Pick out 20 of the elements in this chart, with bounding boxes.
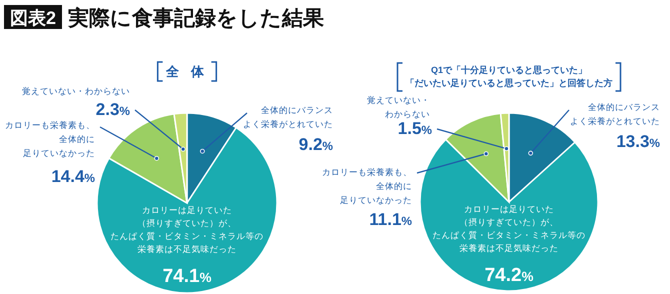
data-label: 1.5% [398, 119, 432, 138]
data-label: 74.1% [162, 266, 212, 287]
text: 図表2 [10, 8, 56, 28]
slice-label: 覚えていない・わからない [367, 95, 430, 119]
data-label: 13.3% [616, 132, 660, 151]
data-label: 2.3% [96, 100, 130, 119]
slice-label: カロリーも栄養素も、全体的に足りていなかった [322, 167, 412, 205]
data-label: 74.2% [484, 265, 534, 286]
slice-label: カロリーは足りていた（摂りすぎていた）が、たんぱく質・ビタミン・ミネラル等の栄養素は不足気味だった [110, 205, 264, 254]
data-label: 14.4% [51, 167, 96, 186]
data-label: 9.2% [298, 135, 334, 154]
data-label: 11.1% [369, 210, 412, 229]
chart-title: 全 体 [165, 64, 208, 79]
slice-label: 全体的にバランスよく栄養がとれていた [243, 105, 333, 129]
slice-label: 覚えていない・わからない [22, 86, 130, 96]
text: 実際に食事記録をした結果 [67, 6, 324, 30]
slice-label: 全体的にバランスよく栄養がとれていた [570, 102, 660, 126]
chart-title: Q1で「十分足りていると思っていた」「だいたい足りていると思っていた」と回答した方 [406, 65, 612, 88]
slice-label: カロリーも栄養素も、全体的に足りていなかった [5, 120, 95, 158]
slice-label: カロリーは足りていた（摂りすぎていた）が、たんぱく質・ビタミン・ミネラル等の栄養素は不足気味だった [432, 204, 586, 253]
